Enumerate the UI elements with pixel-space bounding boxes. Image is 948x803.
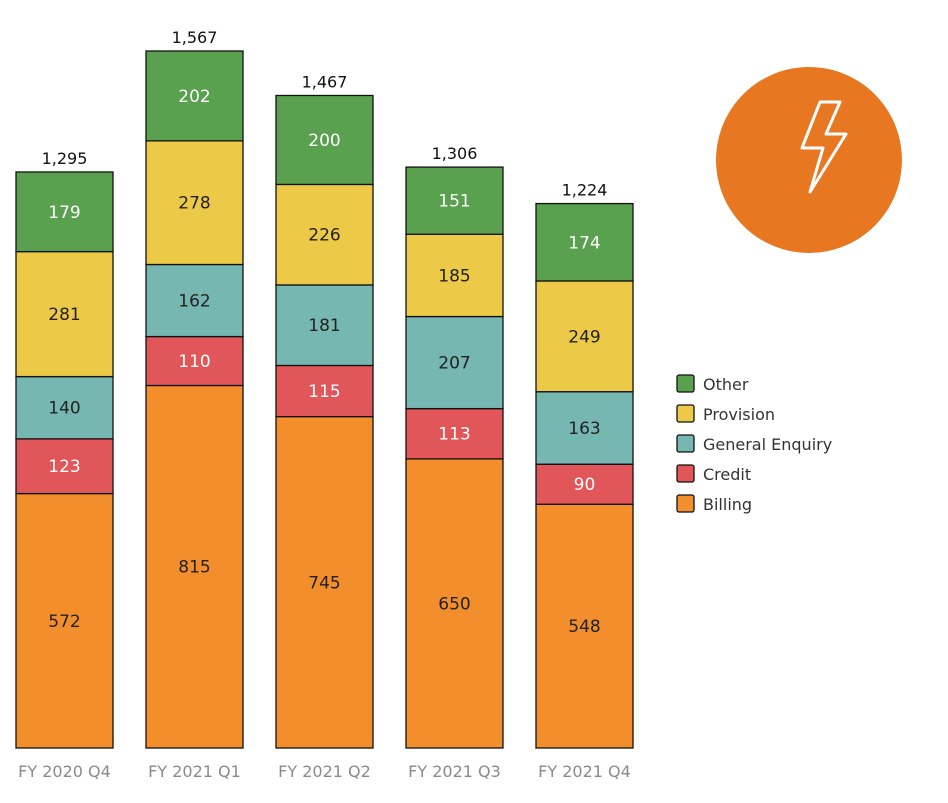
bar-segment-provision[interactable] — [405, 233, 504, 318]
legend-label-provision[interactable]: Provision — [703, 405, 775, 424]
x-tick-label: FY 2021 Q4 — [538, 762, 631, 781]
x-tick-label: FY 2021 Q1 — [148, 762, 241, 781]
segment-value-label: 162 — [178, 292, 210, 312]
segment-value-label: 200 — [308, 131, 340, 151]
bar-segment-other[interactable] — [405, 166, 504, 235]
x-tick-label: FY 2020 Q4 — [18, 762, 111, 781]
bar-segment-other[interactable] — [275, 94, 374, 186]
bar-segment-other[interactable] — [15, 171, 114, 253]
bar-total-label: 1,467 — [302, 72, 348, 91]
legend-swatch-general-enquiry[interactable] — [676, 434, 695, 453]
segment-value-label: 151 — [438, 192, 470, 212]
bar-segment-credit[interactable] — [15, 438, 114, 495]
legend-swatch-other[interactable] — [676, 374, 695, 393]
bar-segment-general-enquiry[interactable] — [275, 284, 374, 367]
x-axis-ticks: FY 2020 Q4 FY 2021 Q1 FY 2021 Q2 FY 2021 Q3… — [18, 762, 631, 781]
legend-label-other[interactable]: Other — [703, 375, 749, 394]
bar-segment-other[interactable] — [535, 202, 634, 282]
segment-value-label: 745 — [308, 573, 340, 593]
segment-value-label: 185 — [438, 266, 470, 286]
x-tick-label: FY 2021 Q2 — [278, 762, 371, 781]
segment-value-label: 174 — [568, 233, 600, 253]
bar-segment-billing[interactable] — [145, 384, 244, 749]
bar-total-label: 1,224 — [562, 181, 608, 200]
bar-segment-provision[interactable] — [535, 280, 634, 393]
bar-total-label: 1,295 — [42, 149, 88, 168]
segment-value-label: 278 — [178, 194, 210, 214]
legend-label-billing[interactable]: Billing — [703, 495, 752, 514]
segment-value-label: 548 — [568, 617, 600, 637]
totals-group: 1,295 1,567 1,467 1,306 1,224 — [42, 28, 608, 200]
segment-value-label: 123 — [48, 457, 80, 477]
segment-value-label: 113 — [438, 425, 470, 445]
segment-value-label: 163 — [568, 419, 600, 439]
segment-value-label: 110 — [178, 352, 210, 372]
bar-segment-general-enquiry[interactable] — [405, 315, 504, 410]
legend-swatch-credit[interactable] — [676, 464, 695, 483]
segment-value-label: 650 — [438, 594, 470, 614]
bar-segment-general-enquiry[interactable] — [145, 263, 244, 338]
bar-segment-billing[interactable] — [275, 415, 374, 749]
segment-value-label: 90 — [574, 475, 596, 495]
bar-segment-billing[interactable] — [15, 492, 114, 749]
segment-value-label: 815 — [178, 558, 210, 578]
segment-value-label: 207 — [438, 354, 470, 374]
bar-segment-credit[interactable] — [405, 407, 504, 460]
badge-circle — [716, 67, 902, 253]
bar-segment-credit[interactable] — [275, 364, 374, 418]
legend-label-credit[interactable]: Credit — [703, 465, 751, 484]
x-tick-label: FY 2021 Q3 — [408, 762, 501, 781]
segment-value-label: 572 — [48, 612, 80, 632]
segment-value-label: 140 — [48, 399, 80, 419]
legend-label-general-enquiry[interactable]: General Enquiry — [703, 435, 832, 454]
segment-value-label: 179 — [48, 203, 80, 223]
segment-value-label: 115 — [308, 382, 340, 402]
bar-segment-general-enquiry[interactable] — [535, 391, 634, 465]
bar-segment-provision[interactable] — [15, 250, 114, 378]
segment-value-label: 202 — [178, 87, 210, 107]
segment-value-label: 249 — [568, 327, 600, 347]
legend-swatch-billing[interactable] — [676, 494, 695, 513]
segment-value-label: 281 — [48, 305, 80, 325]
bar-segment-billing[interactable] — [405, 458, 504, 749]
bars-group: 572 123 140 281 179 815 110 162 278 202 745 115 181 2… — [15, 50, 634, 749]
legend-swatch-provision[interactable] — [676, 404, 695, 423]
segment-value-label: 226 — [308, 226, 340, 246]
bar-segment-credit[interactable] — [145, 335, 244, 387]
bar-segment-billing[interactable] — [535, 503, 634, 749]
bar-segment-other[interactable] — [145, 50, 244, 142]
lightning-badge — [716, 67, 902, 253]
lightning-bolt-icon — [800, 100, 848, 194]
segment-value-label: 181 — [308, 316, 340, 336]
legend[interactable]: Other Provision General Enquiry Credit Billi… — [676, 374, 832, 514]
bar-segment-provision[interactable] — [145, 140, 244, 266]
bar-total-label: 1,567 — [172, 28, 218, 47]
bar-total-label: 1,306 — [432, 144, 478, 163]
